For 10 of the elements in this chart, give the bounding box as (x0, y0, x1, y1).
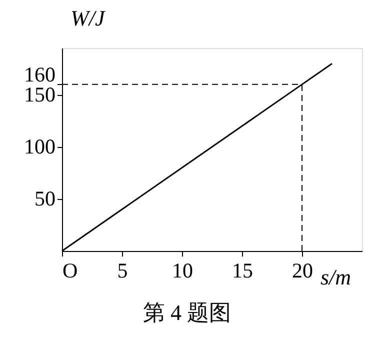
x-tick-label: 5 (117, 258, 128, 282)
x-tick-label: 20 (292, 258, 313, 282)
x-axis-title: s/m (320, 264, 352, 290)
y-tick-label: 100 (24, 134, 56, 158)
x-tick-label: 15 (232, 258, 253, 282)
y-tick-label: 50 (34, 186, 56, 210)
text: 第 4 题图 (143, 300, 231, 325)
x-tick-label: O (62, 258, 78, 282)
x-tick-label: 10 (172, 258, 193, 282)
y-axis-title: W/J (70, 6, 106, 30)
